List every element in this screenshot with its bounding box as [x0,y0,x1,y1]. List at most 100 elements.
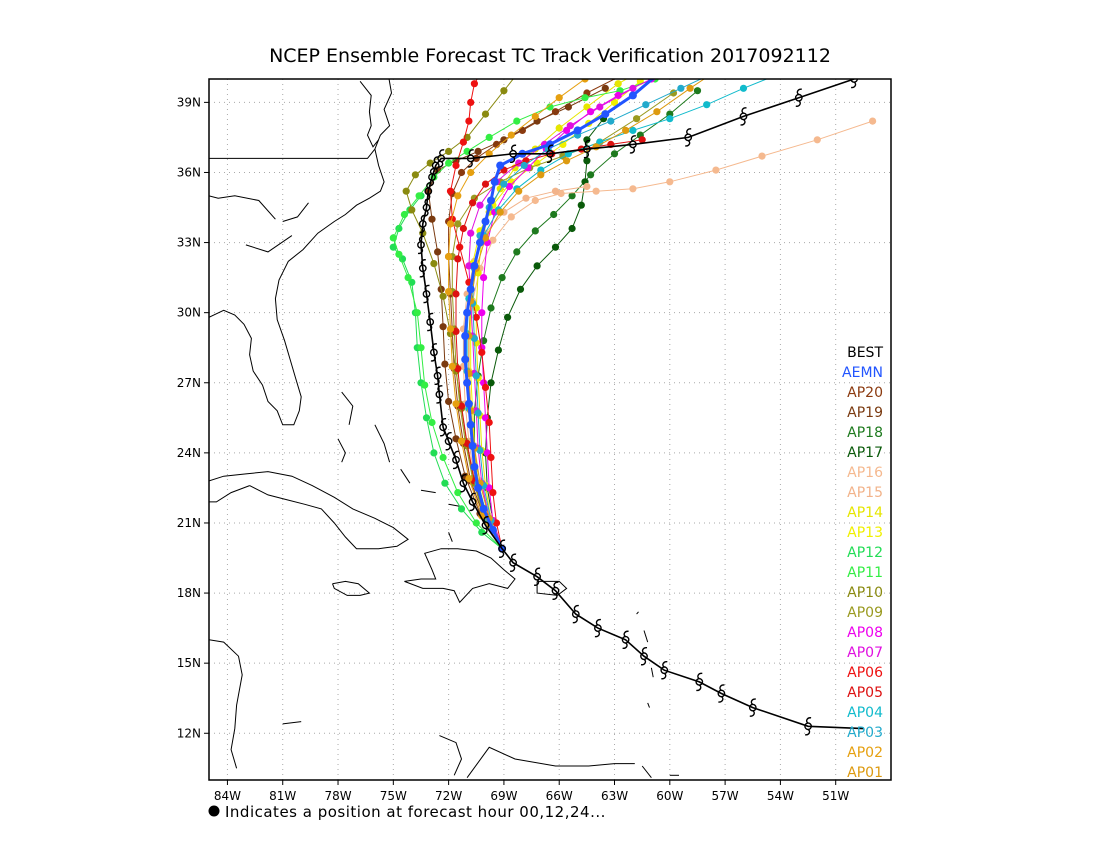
lon-tick-label: 51W [822,789,849,803]
member-track-point [472,519,480,527]
member-track-point [445,253,453,261]
hurricane-symbol-icon [748,698,757,717]
legend-item: AP09 [847,605,883,621]
legend-item: AP16 [847,465,883,481]
coastline [536,580,568,596]
member-track-point [389,234,397,242]
aemn-track-point [481,217,490,226]
member-track-point [546,103,554,111]
hurricane-symbol-icon [660,660,669,680]
member-track-point [703,101,711,109]
member-track-point [583,136,591,144]
best-track-line [420,79,864,730]
member-track-point [454,220,462,228]
lat-tick-label: 39N [177,95,201,109]
member-track-point [555,124,563,132]
member-track-point [389,243,397,251]
aemn-track-point [490,177,499,186]
forecast-tracks-layer [389,29,877,736]
member-track-point [494,346,502,354]
member-track-point [457,168,466,177]
member-track-point [551,243,560,251]
aemn-track-point [466,420,475,429]
forecast-position-dot-icon [208,805,220,817]
grid-lines [209,79,891,780]
coastline [641,765,652,779]
member-track-point [478,528,486,536]
member-track-point [481,110,490,118]
member-track-point [614,80,622,88]
member-track-point [718,29,725,36]
legend-item: AP04 [847,705,883,721]
member-track-point [622,126,630,134]
coastline [636,611,639,615]
member-track-point [470,334,478,342]
member-track-point [610,98,619,106]
lon-tick-label: 81W [269,789,296,803]
member-track-point [633,115,641,123]
legend-item: BEST [847,345,883,361]
hurricane-symbol-icon [621,630,630,650]
coastline [245,235,293,253]
hurricane-symbol-icon [459,473,468,493]
hurricane-symbol-icon [498,539,507,558]
aemn-track-point [573,126,582,135]
member-track-point [564,103,573,111]
member-track-point [557,189,565,198]
member-track-point [596,103,604,111]
lon-tick-label: 63W [601,789,628,803]
member-track-point [428,215,436,223]
member-track-point [485,133,493,141]
member-track-point [428,418,436,427]
member-track-point [472,372,480,380]
member-track-point [550,210,558,219]
coastline [466,746,635,778]
member-track-point [417,344,425,352]
member-track-point [577,201,585,209]
legend-item: AP03 [847,725,883,741]
legend-item: AEMN [842,365,883,381]
aemn-track-point [474,483,483,492]
hurricane-symbol-icon [437,149,446,168]
member-track-point [446,187,455,195]
member-track-point [781,68,788,75]
footnote-text: Indicates a position at forecast hour 00… [225,803,606,821]
member-track-point [441,360,449,368]
hurricane-symbol-icon [509,553,517,572]
member-track-point [470,80,478,88]
member-track-point [642,101,650,109]
member-track-point [476,446,484,455]
member-track-point [439,323,447,331]
member-track-point [459,138,467,146]
member-track-point [459,224,467,233]
member-track-point [457,437,466,445]
member-track-point [712,166,720,174]
lat-tick-label: 36N [177,165,201,179]
member-track-point [500,136,508,144]
member-track-point [587,171,595,179]
lat-tick-label: 27N [177,376,201,390]
legend-item: AP08 [847,625,883,641]
member-track-point [404,274,412,282]
lon-tick-label: 69W [490,789,517,803]
member-track-point [415,192,423,200]
member-track-point [467,98,475,106]
member-track-point [452,290,460,298]
hurricane-symbol-icon [417,235,425,255]
legend-item: AP10 [847,585,883,601]
lon-tick-label: 72W [435,789,462,803]
member-track-point [581,79,589,83]
legend-item: AP05 [847,685,883,701]
member-track-point [686,84,694,92]
aemn-track-point [466,285,475,294]
member-track-point [531,227,539,235]
member-track-point [478,309,486,317]
member-track-point [515,187,523,195]
member-track-point [739,84,748,92]
member-track-point [421,381,429,389]
member-track-point [485,418,493,427]
member-track-point [758,152,766,160]
member-track-point [472,313,480,321]
hurricane-symbol-icon [739,107,748,126]
member-track-point [813,136,821,144]
